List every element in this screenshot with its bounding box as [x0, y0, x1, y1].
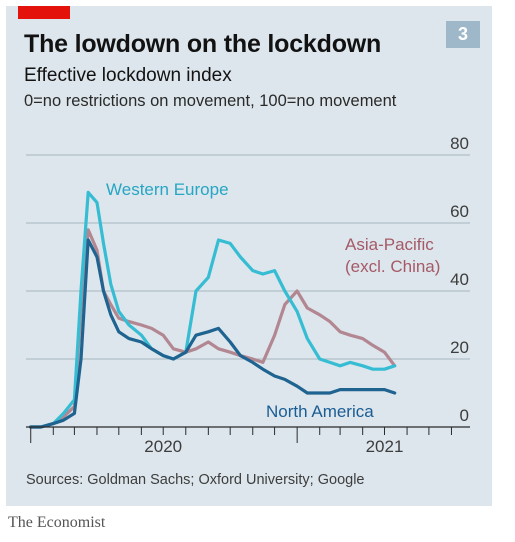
y-tick-label: 40 [450, 270, 469, 289]
publisher-credit: The Economist [8, 514, 106, 531]
series-label-asia-pacific: Asia-Pacific [345, 235, 434, 254]
series-label-asia-pacific-note: (excl. China) [345, 257, 440, 276]
y-tick-label: 20 [450, 338, 469, 357]
series-label-north-america: North America [266, 402, 374, 421]
x-tick-label: 2021 [366, 437, 404, 456]
y-tick-label: 60 [450, 202, 469, 221]
y-tick-label: 0 [460, 406, 469, 425]
western-europe-line [29, 190, 397, 429]
chart-title: The lowdown on the lockdown [24, 30, 382, 58]
brand-red-bar [18, 6, 70, 19]
y-tick-label: 80 [450, 134, 469, 153]
chart-scale-note: 0=no restrictions on movement, 100=no mo… [24, 92, 397, 110]
series-label-western-europe: Western Europe [106, 180, 229, 199]
chart-number-badge: 3 [446, 21, 480, 48]
north-america-line [29, 238, 397, 429]
chart-subtitle: Effective lockdown index [24, 65, 232, 86]
source-note: Sources: Goldman Sachs; Oxford Universit… [26, 472, 365, 488]
x-tick-label: 2020 [144, 437, 182, 456]
